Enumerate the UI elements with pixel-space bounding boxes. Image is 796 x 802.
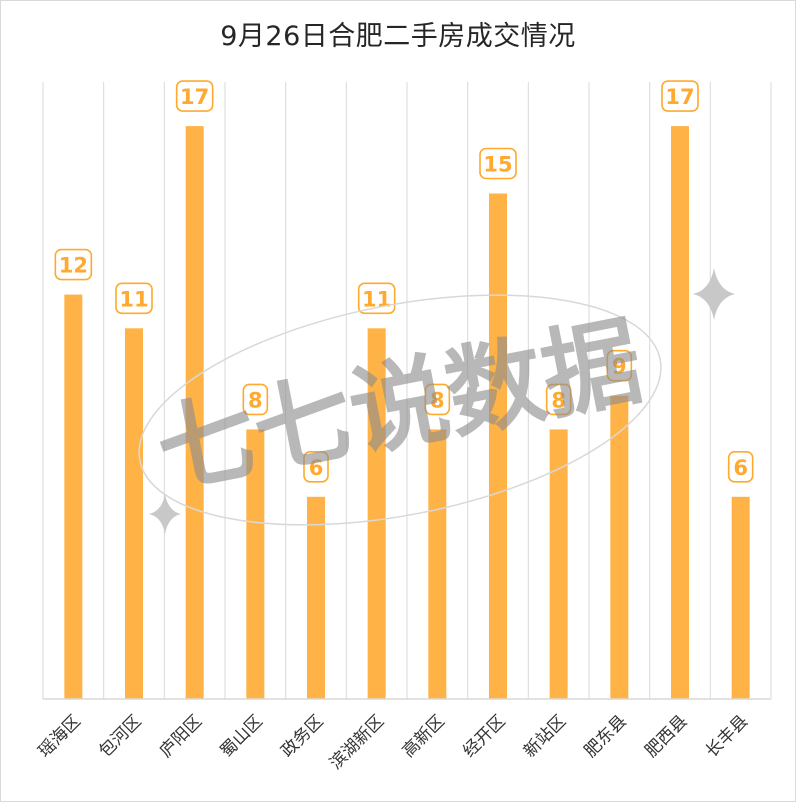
- data-label: 6: [727, 450, 754, 483]
- data-label-text: 11: [119, 287, 148, 311]
- data-label-text: 8: [248, 388, 263, 412]
- data-label-text: 6: [733, 456, 748, 480]
- x-tick-label: 包河区: [95, 711, 145, 761]
- x-tick-label: 滨湖新区: [326, 711, 388, 773]
- data-label-box: [727, 450, 754, 483]
- data-label: 12: [54, 248, 93, 281]
- data-label-box: [54, 248, 93, 281]
- bar: [64, 294, 83, 699]
- bar: [367, 328, 386, 699]
- x-tick-label: 新站区: [520, 711, 570, 761]
- data-label-text: 8: [430, 388, 445, 412]
- bar: [549, 429, 568, 699]
- data-label: 9: [606, 349, 633, 382]
- chart-title: 9月26日合肥二手房成交情况: [220, 21, 576, 52]
- bar: [428, 429, 447, 699]
- x-tick-label: 高新区: [399, 711, 449, 761]
- data-label-text: 8: [551, 388, 566, 412]
- data-label-text: 17: [180, 85, 209, 109]
- bar: [671, 126, 689, 700]
- data-label-text: 11: [362, 287, 391, 311]
- grid-lines: [42, 82, 772, 699]
- data-label-text: 6: [309, 456, 324, 480]
- data-label: 17: [175, 80, 214, 112]
- bar: [307, 496, 325, 699]
- bar: [489, 193, 507, 699]
- x-tick-label: 瑶海区: [35, 711, 85, 761]
- data-labels: 12 11 17 8 6 11 8 15 8 9 17 6: [54, 80, 754, 483]
- data-label: 11: [357, 282, 396, 315]
- data-label-text: 15: [483, 153, 512, 177]
- x-tick-label: 肥东县: [581, 711, 631, 761]
- data-label: 8: [242, 383, 269, 416]
- bar: [731, 496, 750, 699]
- bar: [610, 395, 629, 699]
- data-label-box: [479, 147, 517, 180]
- bar: [185, 126, 204, 700]
- data-label: 6: [303, 450, 329, 483]
- x-tick-label: 政务区: [277, 711, 327, 761]
- x-tick-label: 肥西县: [641, 711, 691, 761]
- data-label: 8: [424, 383, 451, 416]
- x-tick-label: 长丰县: [702, 711, 752, 761]
- data-label: 15: [479, 147, 517, 180]
- data-label: 17: [661, 80, 699, 112]
- x-tick-label: 庐阳区: [156, 711, 206, 761]
- x-tick-label: 经开区: [459, 711, 509, 761]
- bar: [246, 429, 265, 699]
- data-label-text: 12: [59, 254, 88, 278]
- bar: [125, 328, 143, 699]
- x-tick-label: 蜀山区: [217, 711, 267, 761]
- data-label-box: [661, 80, 699, 112]
- data-label-text: 17: [665, 85, 694, 109]
- data-label: 11: [115, 282, 153, 315]
- data-label: 8: [545, 383, 572, 416]
- data-label-box: [175, 80, 214, 112]
- data-label-text: 9: [612, 355, 627, 379]
